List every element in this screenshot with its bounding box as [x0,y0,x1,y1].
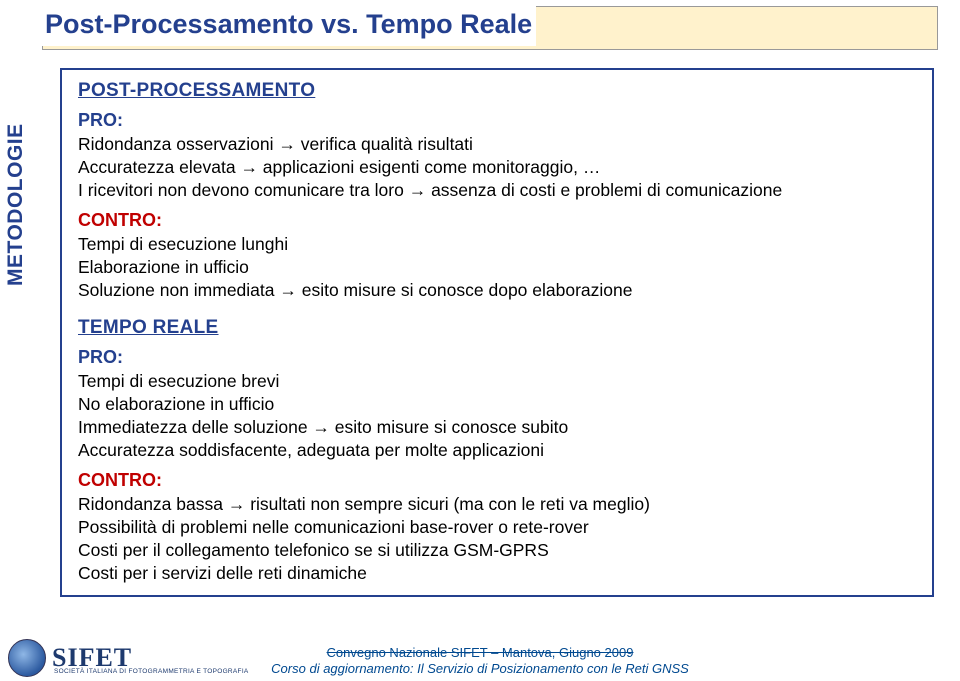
logo: SIFET SOCIETÀ ITALIANA DI FOTOGRAMMETRIA… [8,639,132,677]
pp-pro-line: Accuratezza elevata → applicazioni esige… [78,156,916,179]
section-head-rt: TEMPO REALE [78,317,916,339]
footer-line-1: Convegno Nazionale SIFET – Mantova, Giug… [0,645,960,661]
footer: Convegno Nazionale SIFET – Mantova, Giug… [0,645,960,681]
rt-pro-line: Accuratezza soddisfacente, adeguata per … [78,439,916,462]
logo-badge-icon [8,639,46,677]
contro-label-rt: CONTRO: [78,470,916,491]
rt-contro-line: Possibilità di problemi nelle comunicazi… [78,516,916,539]
rt-contro-line: Ridondanza bassa → risultati non sempre … [78,493,916,516]
pro-label-rt: PRO: [78,347,916,368]
page-title: Post-Processamento vs. Tempo Reale [41,5,536,46]
rt-contro-line: Costi per il collegamento telefonico se … [78,539,916,562]
content-box: POST-PROCESSAMENTO PRO: Ridondanza osser… [60,68,934,597]
pp-contro-line: Tempi di esecuzione lunghi [78,233,916,256]
title-bar: Post-Processamento vs. Tempo Reale [42,6,938,50]
rt-contro-line: Costi per i servizi delle reti dinamiche [78,562,916,585]
sidebar-label: METODOLOGIE [4,38,28,298]
pro-label-pp: PRO: [78,110,916,131]
pp-pro-line: I ricevitori non devono comunicare tra l… [78,179,916,202]
pp-contro-line: Soluzione non immediata → esito misure s… [78,279,916,302]
pp-contro-line: Elaborazione in ufficio [78,256,916,279]
contro-label-pp: CONTRO: [78,210,916,231]
logo-subtext: SOCIETÀ ITALIANA DI FOTOGRAMMETRIA E TOP… [54,668,249,675]
section-head-pp: POST-PROCESSAMENTO [78,80,916,102]
pp-pro-line: Ridondanza osservazioni → verifica quali… [78,133,916,156]
rt-pro-line: Tempi di esecuzione brevi [78,370,916,393]
sidebar: METODOLOGIE [0,56,42,681]
rt-pro-line: No elaborazione in ufficio [78,393,916,416]
rt-pro-line: Immediatezza delle soluzione → esito mis… [78,416,916,439]
